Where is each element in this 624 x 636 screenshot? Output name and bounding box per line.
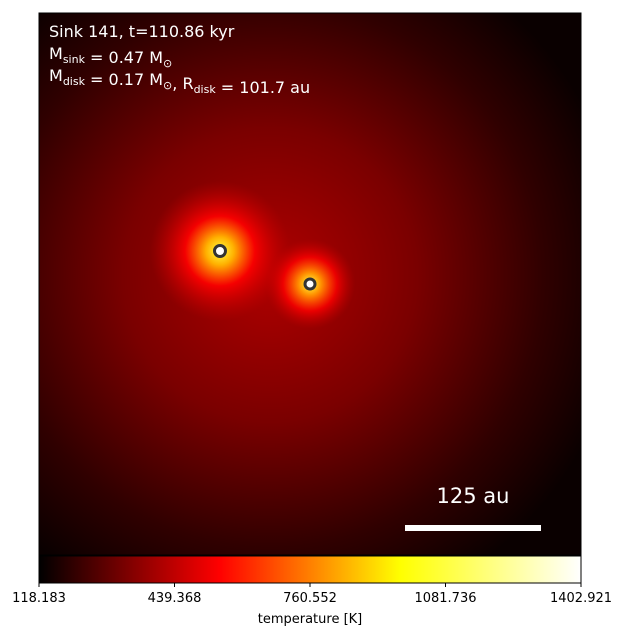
tick-label: 439.368 [148, 591, 202, 606]
annotation-text: = 101.7 au [216, 78, 310, 97]
annotation-text: M [49, 44, 63, 63]
tick-label: 1081.736 [414, 591, 476, 606]
sink-marker [213, 244, 227, 258]
annotation-line: Msink = 0.47 M⊙ [49, 44, 172, 70]
tick-label: 760.552 [283, 591, 337, 606]
annotation-text: = 0.17 M [85, 70, 163, 89]
annotation-subscript: disk [63, 75, 86, 88]
annotation-line: Mdisk = 0.17 M⊙, Rdisk = 101.7 au [49, 66, 310, 97]
map: 125 au [38, 12, 582, 556]
colorbar-ticks: 118.183 439.368 760.552 1081.736 1402.921 [12, 583, 612, 606]
annotation-line: Sink 141, t=110.86 kyr [49, 22, 235, 41]
colorbar-label: temperature [K] [258, 612, 363, 627]
annotation-subscript: ⊙ [163, 57, 172, 70]
annotation-text: , R [172, 74, 193, 93]
sink-marker [303, 277, 317, 291]
tick-label: 1402.921 [550, 591, 612, 606]
annotation-text: Sink 141, t=110.86 kyr [49, 22, 235, 41]
annotation-text: = 0.47 M [85, 48, 163, 67]
colorbar [38, 555, 582, 584]
scale-bar-label: 125 au [437, 484, 510, 508]
annotation-subscript: disk [194, 83, 217, 96]
annotation-text: M [49, 66, 63, 85]
annotation-subscript: sink [63, 53, 86, 66]
map-frame [38, 12, 582, 556]
annotation-subscript: ⊙ [163, 79, 172, 92]
tick-label: 118.183 [12, 591, 66, 606]
